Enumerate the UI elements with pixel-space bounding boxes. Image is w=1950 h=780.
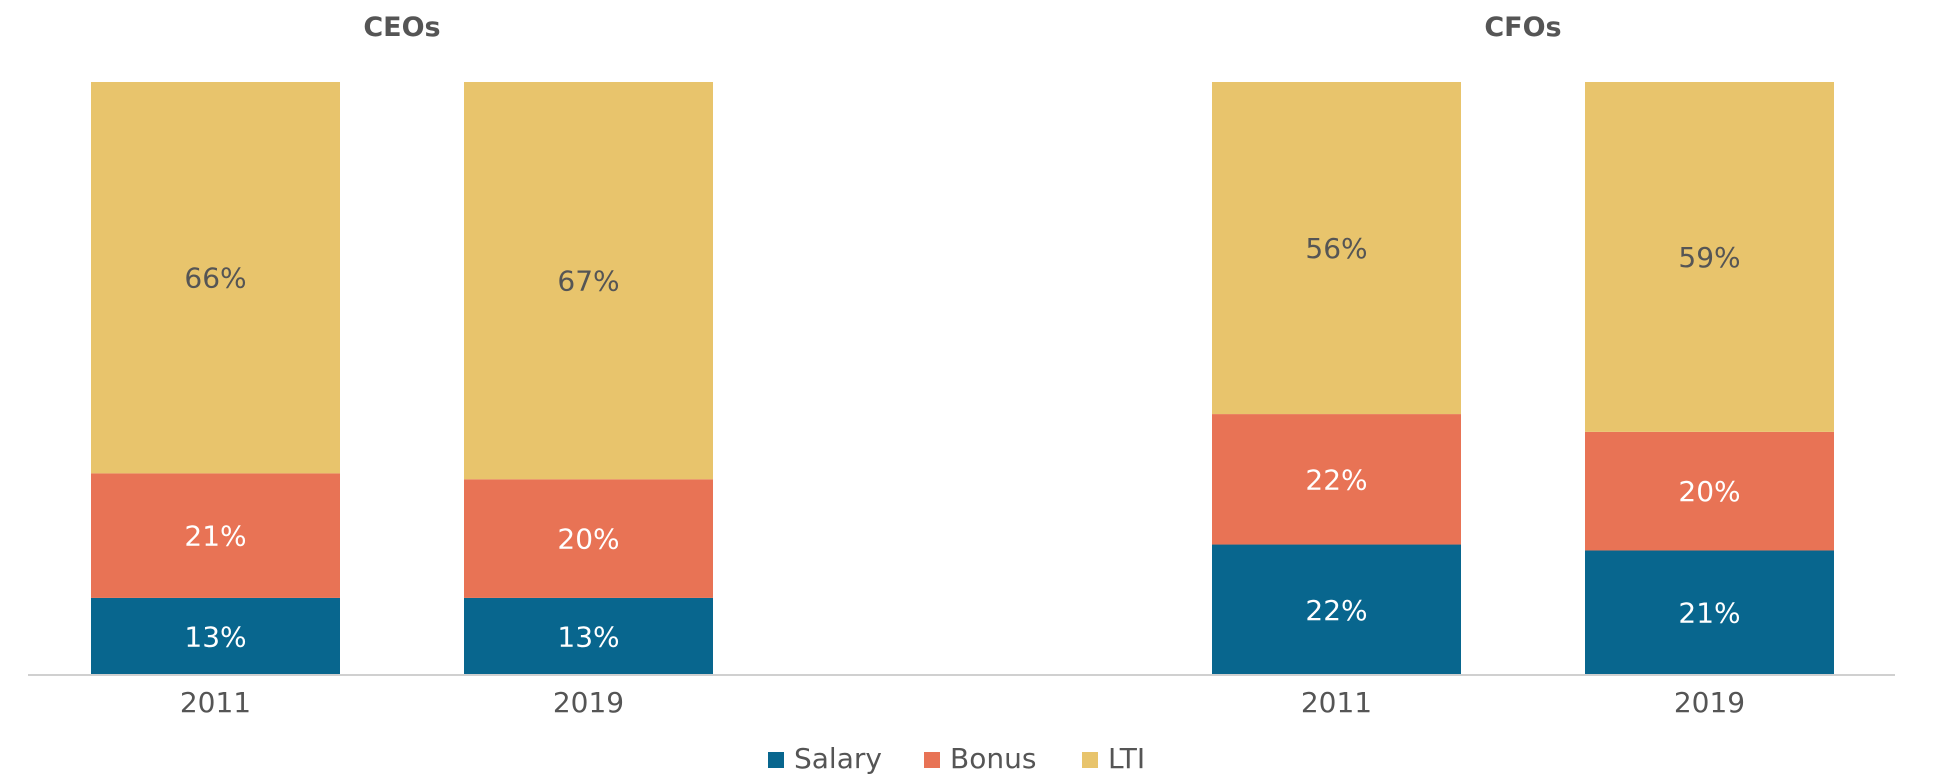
bar-cfos-2011-bonus [1212,414,1461,545]
data-label-ceos-2011-lti: 66% [184,262,246,295]
x-tick-label-ceos-2011: 2011 [180,686,251,719]
legend-swatch-lti [1082,752,1098,768]
bar-cfos-2019-lti [1585,82,1834,432]
bar-cfos-2019-bonus [1585,431,1834,551]
data-label-ceos-2019-lti: 67% [557,265,619,298]
data-label-ceos-2019-bonus: 20% [557,523,619,556]
bar-ceos-2011-salary [91,597,340,675]
data-label-cfos-2019-lti: 59% [1678,241,1740,274]
data-label-cfos-2019-salary: 21% [1678,597,1740,630]
legend: Salary Bonus LTI [768,742,1145,775]
bar-cfos-2011-lti [1212,82,1461,415]
legend-label-lti: LTI [1108,742,1145,775]
bar-ceos-2011-lti [91,82,340,474]
bar-ceos-2011-bonus [91,473,340,598]
bar-ceos-2019-lti [464,82,713,480]
legend-label-salary: Salary [794,742,882,775]
data-label-ceos-2019-salary: 13% [557,620,619,653]
group-title-ceos: CEOs [363,12,440,43]
data-label-ceos-2011-bonus: 21% [184,520,246,553]
data-label-cfos-2011-bonus: 22% [1305,463,1367,496]
legend-label-bonus: Bonus [950,742,1036,775]
bar-ceos-2019-salary [464,597,713,675]
bar-cfos-2019-salary [1585,550,1834,675]
bar-cfos-2011-salary [1212,544,1461,675]
data-label-cfos-2011-salary: 22% [1305,594,1367,627]
data-label-cfos-2011-lti: 56% [1305,232,1367,265]
x-tick-label-ceos-2019: 2019 [553,686,624,719]
legend-swatch-salary [768,752,784,768]
x-tick-label-cfos-2011: 2011 [1301,686,1372,719]
legend-swatch-bonus [924,752,940,768]
data-label-ceos-2011-salary: 13% [184,620,246,653]
group-title-cfos: CFOs [1484,12,1561,43]
plot-area: CEOs 13% 21% 66% 2011 13% 20% 67% 2019 CFOs 22% 22%… [91,12,1834,719]
bar-ceos-2019-bonus [464,479,713,598]
x-tick-label-cfos-2019: 2019 [1674,686,1745,719]
data-label-cfos-2019-bonus: 20% [1678,475,1740,508]
